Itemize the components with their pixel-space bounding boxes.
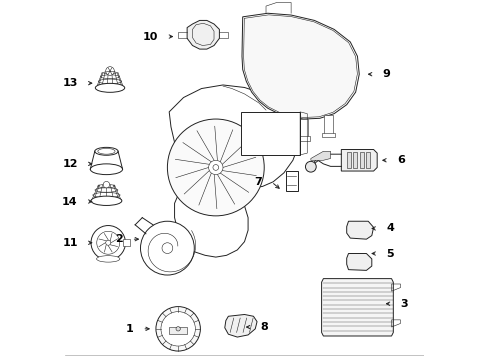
Text: 8: 8 <box>260 322 268 332</box>
Bar <box>346 152 350 168</box>
Circle shape <box>91 226 125 260</box>
Circle shape <box>162 243 172 253</box>
Circle shape <box>167 119 264 216</box>
Ellipse shape <box>90 164 122 175</box>
Bar <box>322 133 335 137</box>
Circle shape <box>105 67 114 75</box>
Circle shape <box>176 327 180 331</box>
Polygon shape <box>242 13 359 119</box>
Bar <box>241 112 300 155</box>
Ellipse shape <box>96 256 120 262</box>
Bar <box>123 239 129 246</box>
Polygon shape <box>341 149 376 171</box>
Text: 9: 9 <box>382 69 389 79</box>
Text: 11: 11 <box>62 238 78 248</box>
Text: 7: 7 <box>254 177 262 187</box>
Polygon shape <box>346 221 373 239</box>
Text: 10: 10 <box>143 32 158 41</box>
Polygon shape <box>285 171 297 191</box>
Bar <box>271 136 285 140</box>
Bar <box>169 327 187 334</box>
Circle shape <box>208 160 223 175</box>
Text: 1: 1 <box>125 324 133 334</box>
Bar <box>366 152 369 168</box>
Text: 2: 2 <box>115 234 122 244</box>
Circle shape <box>161 312 195 346</box>
Bar <box>299 119 307 139</box>
Text: 3: 3 <box>400 299 407 309</box>
Polygon shape <box>224 315 257 337</box>
Ellipse shape <box>91 196 122 206</box>
Circle shape <box>140 221 194 275</box>
Text: 14: 14 <box>62 197 78 207</box>
Circle shape <box>103 181 109 188</box>
Polygon shape <box>346 253 371 270</box>
Ellipse shape <box>95 147 118 155</box>
Bar <box>324 116 332 135</box>
Polygon shape <box>321 279 392 336</box>
Circle shape <box>97 231 120 254</box>
Ellipse shape <box>95 84 124 92</box>
Text: 13: 13 <box>62 78 78 88</box>
Circle shape <box>156 307 200 351</box>
Polygon shape <box>187 21 219 49</box>
Circle shape <box>212 165 218 170</box>
Bar <box>297 136 309 140</box>
Ellipse shape <box>98 148 115 154</box>
Bar <box>274 119 282 139</box>
Bar <box>359 152 363 168</box>
Bar <box>352 152 357 168</box>
Polygon shape <box>310 151 330 160</box>
Text: 4: 4 <box>386 224 393 233</box>
Circle shape <box>105 240 110 245</box>
Text: 6: 6 <box>396 155 404 165</box>
Text: 12: 12 <box>62 159 78 169</box>
Circle shape <box>305 161 316 172</box>
Text: 5: 5 <box>386 248 393 258</box>
